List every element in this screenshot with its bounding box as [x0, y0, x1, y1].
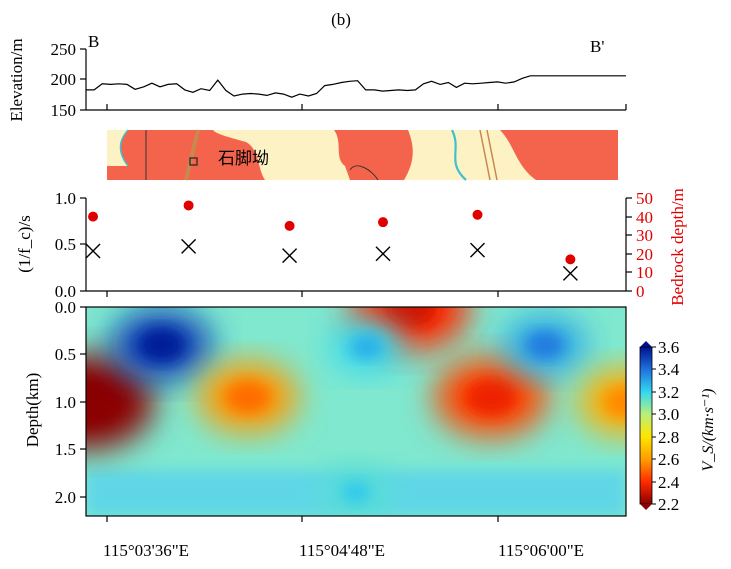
cb-tick-label-36: 3.6 [658, 338, 679, 357]
depth-axis-ticks [80, 306, 499, 522]
fc-tick-label-05: 0.5 [55, 235, 76, 254]
depth-tick-label-2: 2.0 [55, 488, 76, 507]
geology-map-strip: 石脚坳 [107, 129, 618, 181]
bedrock-axis-label: Bedrock depth/m [668, 188, 687, 306]
heatmap-anomaly-core [526, 331, 564, 359]
heatmap-anomaly-core [340, 480, 372, 504]
bedrock-depth-dot [284, 220, 295, 231]
cb-tick-label-34: 3.4 [658, 360, 680, 379]
colorbar-title: V_S/(km·s⁻¹) [700, 389, 717, 472]
cb-tick-label-28: 2.8 [658, 428, 679, 447]
fc-cross-marker [470, 242, 485, 258]
elevation-axis-label: Elevation/m [7, 38, 26, 121]
bedrock-depth-dot [378, 217, 388, 228]
colorbar [639, 341, 656, 510]
lon-tick-label-2: 115°04'48"E [299, 541, 385, 560]
map-brown-road [184, 129, 200, 181]
map-road-right [479, 129, 498, 181]
map-stream [451, 129, 467, 181]
map-building-icon [189, 157, 198, 166]
cb-tick-label-22: 2.2 [658, 495, 679, 514]
lon-tick-label-1: 115°03'36"E [103, 541, 189, 560]
lon-tick-label-3: 115°06'00"E [498, 541, 584, 560]
fc-axis-label: (1/f_c)/s [15, 215, 34, 273]
heatmap-anomalies [86, 307, 626, 516]
heatmap-anomaly [578, 368, 626, 436]
elevation-axes [80, 48, 627, 111]
heatmap-anomaly-core [465, 379, 517, 416]
fc-cross-marker [282, 248, 298, 264]
bedrock-tick-label-20: 20 [636, 245, 653, 264]
colorbar-gradient [639, 346, 653, 505]
heatmap-anomaly-core [225, 381, 271, 414]
elevation-tick-label-250: 250 [51, 40, 77, 59]
bedrock-tick-label-50: 50 [636, 189, 653, 208]
fc-axes [80, 197, 626, 297]
scatter-marks [85, 200, 578, 281]
depth-tick-label-1: 1.0 [55, 393, 76, 412]
depth-tick-label-05: 0.5 [55, 345, 76, 364]
profile-start-label: B [88, 32, 99, 51]
elevation-tick-label-200: 200 [51, 70, 77, 89]
bedrock-depth-dot [88, 211, 99, 222]
heatmap-frame [85, 306, 627, 517]
panel-title: (b) [331, 10, 351, 29]
bedrock-axis [625, 197, 632, 292]
bedrock-depth-dot [183, 200, 194, 211]
fc-cross-marker [375, 246, 391, 262]
profile-end-label: B' [590, 37, 604, 56]
map-cream-mid [213, 130, 350, 180]
heatmap-anomaly-core [383, 307, 437, 328]
depth-tick-label-0: 0.0 [55, 298, 76, 317]
map-cream-left [107, 130, 128, 166]
fc-cross-marker [85, 243, 101, 259]
colorbar-bottom-cap [640, 504, 652, 510]
bedrock-tick-label-30: 30 [636, 226, 653, 245]
bedrock-tick-label-10: 10 [636, 263, 653, 282]
heatmap-anomaly-core [350, 335, 384, 359]
map-background [107, 130, 618, 180]
cb-tick-label-26: 2.6 [658, 450, 679, 469]
heatmap-anomaly [86, 354, 155, 450]
heatmap-anomaly-core [86, 380, 117, 424]
bedrock-depth-dot [565, 254, 576, 265]
heatmap-anomaly-core [139, 329, 185, 361]
bedrock-tick-label-0: 0 [636, 282, 645, 301]
colorbar-top-cap [640, 341, 652, 347]
map-cream-right [404, 130, 536, 180]
fc-tick-label-0: 0.0 [55, 282, 76, 301]
elevation-line [86, 75, 626, 98]
bedrock-depth-dot [472, 209, 483, 220]
map-place-label: 石脚坳 [218, 149, 269, 168]
elevation-tick-label-150: 150 [51, 101, 77, 120]
depth-tick-label-15: 1.5 [55, 440, 76, 459]
cb-tick-label-32: 3.2 [658, 383, 679, 402]
depth-axis-label: Depth(km) [23, 373, 42, 448]
bedrock-tick-label-40: 40 [636, 208, 653, 227]
fc-cross-marker [562, 265, 578, 281]
heatmap-anomaly-core [604, 386, 626, 418]
map-dark-edge [349, 165, 379, 181]
vs-heatmap [86, 307, 626, 516]
cb-tick-label-30: 3.0 [658, 405, 679, 424]
fc-cross-marker [181, 238, 197, 254]
cb-tick-label-24: 2.4 [658, 473, 680, 492]
map-cyan-left [119, 129, 129, 167]
fc-tick-label-1: 1.0 [55, 189, 76, 208]
